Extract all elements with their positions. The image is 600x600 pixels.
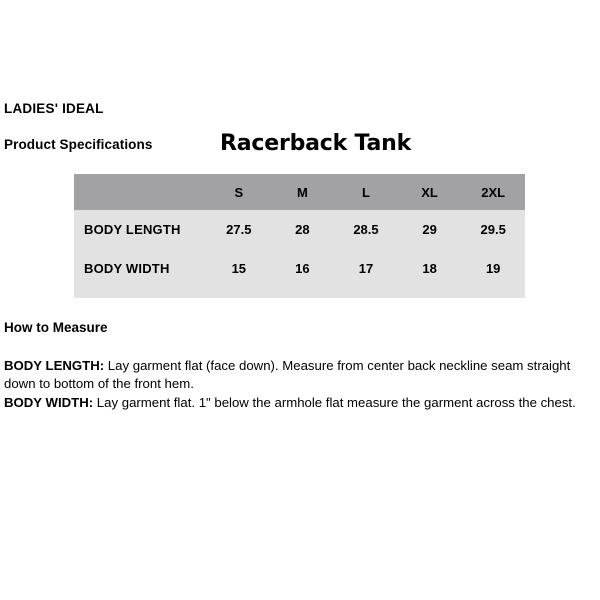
how-to-measure-heading: How to Measure: [4, 320, 108, 335]
size-chart-header: S M L XL 2XL: [74, 174, 525, 210]
table-row: BODY WIDTH 15 16 17 18 19: [74, 249, 525, 288]
table-bottom-spacer: [74, 288, 525, 298]
size-chart-header-row: S M L XL 2XL: [74, 174, 525, 210]
column-header-m: M: [296, 184, 308, 200]
product-title: Racerback Tank: [220, 131, 412, 156]
cell-body-length-xl: 29: [422, 222, 437, 237]
column-header-xl: XL: [421, 184, 438, 200]
row-label-body-length: BODY LENGTH: [84, 222, 181, 237]
size-chart-table: S M L XL 2XL BODY LENGTH 27.5 28 28.5 29…: [74, 174, 525, 298]
cell-body-length-m: 28: [295, 222, 310, 237]
row-label-body-width: BODY WIDTH: [84, 261, 170, 276]
column-header-measurement: [74, 174, 207, 210]
cell-body-width-2xl: 19: [485, 261, 501, 276]
cell-body-width-m: 16: [295, 261, 310, 276]
cell-body-width-xl: 18: [422, 261, 437, 276]
measure-term-body-length: BODY LENGTH:: [4, 358, 105, 373]
product-specifications-label: Product Specifications: [4, 137, 153, 152]
brand-name: LADIES' IDEAL: [4, 101, 104, 116]
how-to-measure-body: BODY LENGTH: Lay garment flat (face down…: [4, 357, 596, 412]
column-header-2xl: 2XL: [481, 184, 506, 200]
cell-body-length-s: 27.5: [226, 222, 252, 237]
size-chart-body: BODY LENGTH 27.5 28 28.5 29 29.5 BODY WI…: [74, 210, 525, 298]
column-header-l: L: [362, 184, 370, 200]
measure-item-body-length: BODY LENGTH: Lay garment flat (face down…: [4, 357, 596, 392]
cell-body-length-2xl: 29.5: [480, 222, 506, 237]
cell-body-width-s: 15: [231, 261, 247, 276]
table-row: BODY LENGTH 27.5 28 28.5 29 29.5: [74, 210, 525, 249]
measure-item-body-width: BODY WIDTH: Lay garment flat. 1" below t…: [4, 394, 596, 412]
cell-body-width-l: 17: [358, 261, 374, 276]
measure-text-body-length: Lay garment flat (face down). Measure fr…: [4, 358, 571, 391]
column-header-s: S: [234, 184, 244, 200]
measure-term-body-width: BODY WIDTH:: [4, 395, 94, 410]
measure-text-body-width: Lay garment flat. 1" below the armhole f…: [93, 395, 576, 410]
cell-body-length-l: 28.5: [353, 222, 379, 237]
